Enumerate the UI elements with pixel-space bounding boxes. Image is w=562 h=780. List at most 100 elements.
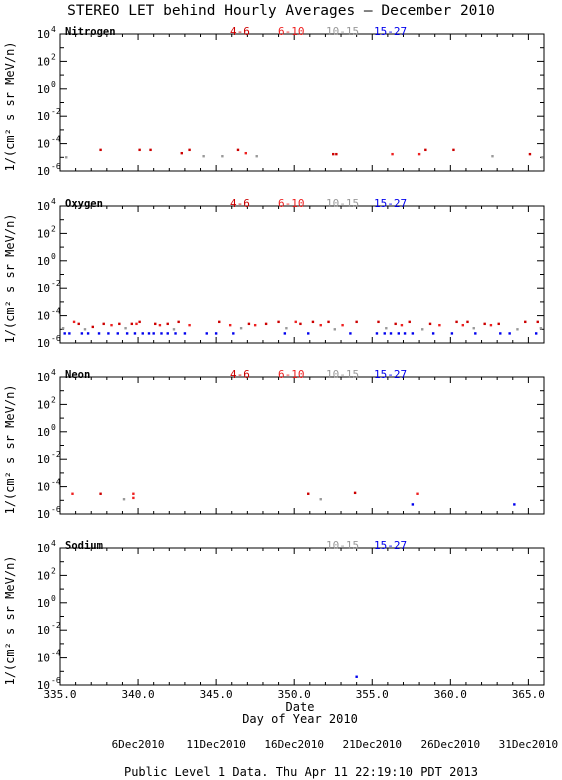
y-tick-exponent: 0 — [51, 252, 56, 261]
data-point-4-6 — [138, 320, 141, 324]
data-point-4-6 — [483, 322, 486, 326]
data-point-15-27 — [283, 332, 287, 335]
data-point-10-15 — [319, 498, 322, 501]
energy-legend-15-27: 15-27 — [374, 197, 407, 210]
data-point-6-10 — [391, 152, 394, 156]
data-point-4-6 — [452, 148, 455, 152]
data-point-6-10 — [188, 323, 191, 327]
data-point-15-27 — [232, 332, 235, 335]
data-point-6-10 — [253, 323, 257, 327]
data-point-15-27 — [307, 332, 310, 335]
y-tick-label: 10 — [37, 110, 50, 123]
data-point-4-6 — [166, 322, 169, 326]
y-tick-label: 10 — [37, 398, 50, 411]
data-point-15-27 — [349, 332, 352, 335]
x-axis-tick-labels: 335.0 340.0 345.0 350.0 355.0 360.0 365.0 — [43, 688, 545, 701]
y-tick-exponent: 2 — [51, 52, 56, 61]
data-point-6-10 — [228, 323, 232, 327]
x-tick-label: 340.0 — [122, 688, 155, 701]
y-tick-label: 10 — [37, 426, 50, 439]
data-point-4-6 — [327, 320, 330, 324]
y-tick-exponent: 0 — [51, 594, 56, 603]
data-point-6-10 — [489, 323, 493, 327]
y-tick-exponent: 4 — [51, 197, 56, 206]
data-point-15-27 — [534, 332, 538, 335]
y-tick-label: 10 — [37, 508, 50, 521]
data-point-15-27 — [97, 332, 101, 335]
data-point-4-6 — [180, 151, 183, 155]
data-point-4-6 — [118, 322, 121, 326]
data-point-15-27 — [80, 332, 84, 335]
data-point-4-6 — [455, 320, 458, 324]
y-tick-label: 10 — [37, 255, 50, 268]
data-point-15-27 — [389, 332, 393, 335]
data-point-4-6 — [236, 148, 240, 152]
data-point-4-6 — [311, 320, 315, 324]
data-point-4-6 — [428, 322, 432, 326]
data-point-15-27 — [431, 332, 435, 335]
data-point-4-6 — [335, 152, 338, 156]
data-point-6-10 — [400, 323, 404, 327]
y-tick-label: 10 — [37, 55, 50, 68]
data-point-6-10 — [341, 323, 344, 327]
y-tick-exponent: -2 — [51, 279, 61, 288]
data-point-4-6 — [154, 322, 157, 326]
data-point-10-15 — [333, 328, 336, 331]
date-tick-label: 16Dec2010 — [264, 738, 324, 751]
data-point-10-15 — [172, 328, 176, 331]
data-point-15-27 — [508, 332, 511, 335]
energy-legend-15-27: 15-27 — [374, 368, 407, 381]
y-axis-label: 1/(cm² s sr MeV/n) — [3, 41, 17, 171]
y-tick-exponent: 2 — [51, 224, 56, 233]
data-point-15-27 — [411, 503, 415, 506]
date-tick-label: 6Dec2010 — [112, 738, 165, 751]
y-tick-label: 10 — [37, 165, 50, 178]
y-tick-label: 10 — [37, 227, 50, 240]
date-tick-label: 11Dec2010 — [186, 738, 246, 751]
data-point-15-27 — [147, 332, 151, 335]
plot-frame — [59, 33, 545, 172]
energy-legend-10-15: 10-15 — [326, 197, 359, 210]
data-point-15-27 — [125, 332, 129, 335]
y-tick-exponent: -2 — [51, 107, 61, 116]
data-point-4-6 — [138, 148, 141, 152]
data-point-15-27 — [116, 332, 119, 335]
data-point-10-15 — [239, 327, 243, 330]
data-point-10-15 — [285, 327, 288, 330]
y-tick-label: 10 — [37, 481, 50, 494]
data-point-15-27 — [499, 332, 502, 335]
y-tick-exponent: -6 — [51, 162, 61, 171]
energy-legend-4-6: 4-6 — [230, 368, 250, 381]
y-tick-exponent: 4 — [51, 539, 56, 548]
data-point-4-6 — [149, 148, 152, 152]
data-point-4-6 — [247, 322, 251, 326]
data-point-10-15 — [83, 328, 87, 331]
data-point-10-15 — [124, 327, 127, 330]
y-tick-label: 10 — [37, 28, 50, 41]
data-point-4-6 — [528, 152, 532, 156]
data-point-15-27 — [411, 332, 415, 335]
data-point-15-27 — [86, 332, 90, 335]
data-point-10-15 — [122, 498, 126, 501]
data-point-4-6 — [177, 320, 180, 324]
data-point-6-10 — [158, 323, 162, 327]
data-point-4-6 — [130, 322, 134, 326]
data-point-4-6 — [353, 491, 357, 495]
y-tick-exponent: 4 — [51, 368, 56, 377]
chart-title: STEREO LET behind Hourly Averages – Dece… — [67, 3, 495, 19]
data-point-10-15 — [539, 327, 543, 330]
data-point-15-27 — [141, 332, 144, 335]
data-point-10-15 — [202, 155, 205, 158]
y-tick-label: 10 — [37, 453, 50, 466]
data-point-4-6 — [102, 322, 105, 326]
data-point-15-27 — [375, 332, 379, 335]
y-tick-label: 10 — [37, 83, 50, 96]
data-point-4-6 — [536, 320, 539, 324]
energy-legend-10-15: 10-15 — [326, 539, 359, 552]
data-point-4-6 — [466, 320, 469, 324]
data-point-15-27 — [63, 332, 66, 335]
